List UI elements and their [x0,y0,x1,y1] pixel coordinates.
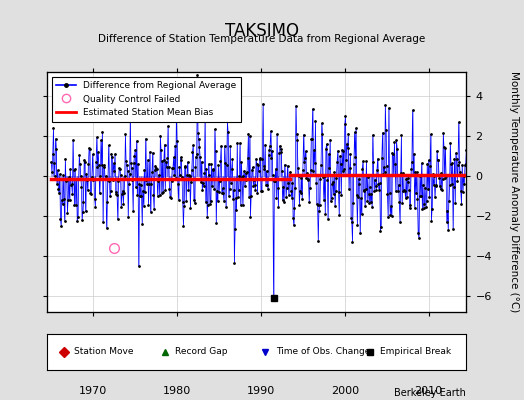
Text: TAKSIMO: TAKSIMO [225,22,299,40]
Text: Station Move: Station Move [74,348,134,356]
Text: Time of Obs. Change: Time of Obs. Change [276,348,370,356]
Text: 1970: 1970 [79,386,107,396]
Text: 2000: 2000 [331,386,359,396]
Text: Difference of Station Temperature Data from Regional Average: Difference of Station Temperature Data f… [99,34,425,44]
Text: Record Gap: Record Gap [175,348,227,356]
Legend: Difference from Regional Average, Quality Control Failed, Estimated Station Mean: Difference from Regional Average, Qualit… [52,76,241,122]
Y-axis label: Monthly Temperature Anomaly Difference (°C): Monthly Temperature Anomaly Difference (… [509,71,519,313]
Text: Empirical Break: Empirical Break [380,348,452,356]
Text: Berkeley Earth: Berkeley Earth [395,388,466,398]
Text: 2010: 2010 [414,386,443,396]
Text: 1980: 1980 [163,386,191,396]
Text: 1990: 1990 [247,386,275,396]
